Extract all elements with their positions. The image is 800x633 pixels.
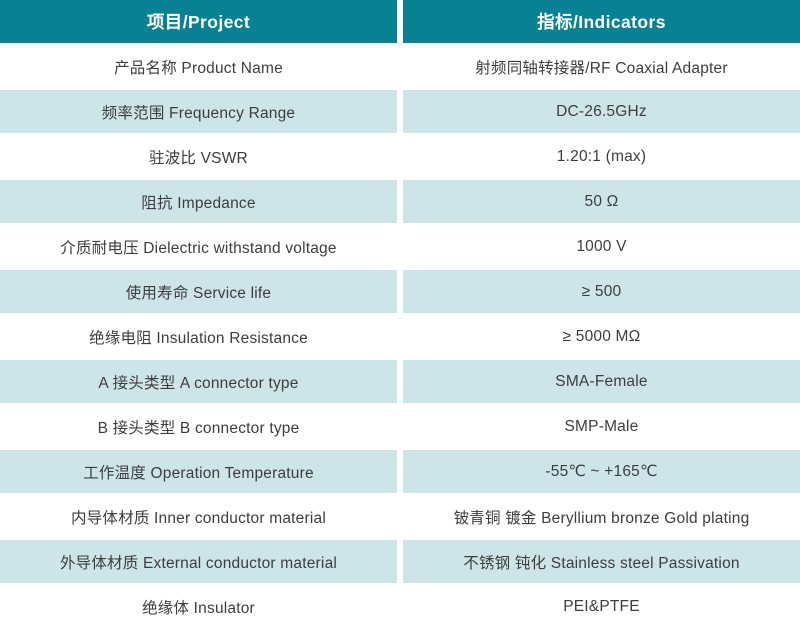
table-row: 使用寿命 Service life ≥ 500 xyxy=(0,270,800,313)
project-cell: 绝缘电阻 Insulation Resistance xyxy=(0,315,397,358)
table-row: 产品名称 Product Name 射频同轴转接器/RF Coaxial Ada… xyxy=(0,45,800,88)
project-cell: 外导体材质 External conductor material xyxy=(0,540,397,583)
indicator-cell: 1000 V xyxy=(403,225,800,268)
indicator-cell: 1.20:1 (max) xyxy=(403,135,800,178)
table-row: 阻抗 Impedance 50 Ω xyxy=(0,180,800,223)
indicator-cell: ≥ 5000 MΩ xyxy=(403,315,800,358)
indicator-cell: 不锈钢 钝化 Stainless steel Passivation xyxy=(403,540,800,583)
project-cell: 介质耐电压 Dielectric withstand voltage xyxy=(0,225,397,268)
project-cell: 内导体材质 Inner conductor material xyxy=(0,495,397,538)
project-cell: 工作温度 Operation Temperature xyxy=(0,450,397,493)
indicator-cell: SMA-Female xyxy=(403,360,800,403)
indicator-cell: 铍青铜 镀金 Beryllium bronze Gold plating xyxy=(403,495,800,538)
indicator-cell: SMP-Male xyxy=(403,405,800,448)
project-cell: 使用寿命 Service life xyxy=(0,270,397,313)
project-cell: 频率范围 Frequency Range xyxy=(0,90,397,133)
project-cell: 阻抗 Impedance xyxy=(0,180,397,223)
indicator-cell: PEI&PTFE xyxy=(403,585,800,628)
indicator-cell: -55℃ ~ +165℃ xyxy=(403,450,800,493)
indicator-cell: DC-26.5GHz xyxy=(403,90,800,133)
project-cell: B 接头类型 B connector type xyxy=(0,405,397,448)
project-cell: 绝缘体 Insulator xyxy=(0,585,397,628)
indicator-cell: 射频同轴转接器/RF Coaxial Adapter xyxy=(403,45,800,88)
table-row: 绝缘体 Insulator PEI&PTFE xyxy=(0,585,800,628)
project-cell: 驻波比 VSWR xyxy=(0,135,397,178)
table-row: 驻波比 VSWR 1.20:1 (max) xyxy=(0,135,800,178)
table-row: A 接头类型 A connector type SMA-Female xyxy=(0,360,800,403)
table-row: 频率范围 Frequency Range DC-26.5GHz xyxy=(0,90,800,133)
table-row: 外导体材质 External conductor material 不锈钢 钝化… xyxy=(0,540,800,583)
table-header-row: 项目/Project 指标/Indicators xyxy=(0,0,800,43)
project-cell: A 接头类型 A connector type xyxy=(0,360,397,403)
table-row: 内导体材质 Inner conductor material 铍青铜 镀金 Be… xyxy=(0,495,800,538)
header-cell-indicators: 指标/Indicators xyxy=(403,0,800,43)
project-cell: 产品名称 Product Name xyxy=(0,45,397,88)
table-row: 工作温度 Operation Temperature -55℃ ~ +165℃ xyxy=(0,450,800,493)
table-row: 介质耐电压 Dielectric withstand voltage 1000 … xyxy=(0,225,800,268)
indicator-cell: ≥ 500 xyxy=(403,270,800,313)
indicator-cell: 50 Ω xyxy=(403,180,800,223)
table-row: B 接头类型 B connector type SMP-Male xyxy=(0,405,800,448)
header-cell-project: 项目/Project xyxy=(0,0,397,43)
table-row: 绝缘电阻 Insulation Resistance ≥ 5000 MΩ xyxy=(0,315,800,358)
